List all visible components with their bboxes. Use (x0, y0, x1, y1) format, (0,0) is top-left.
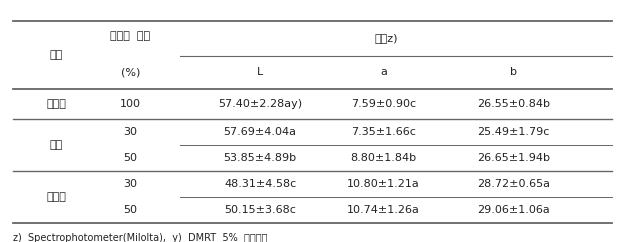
Text: 쌍가루  함량: 쌍가루 함량 (110, 31, 150, 41)
Text: 10.74±1.26a: 10.74±1.26a (347, 205, 420, 215)
Text: 28.72±0.65a: 28.72±0.65a (477, 179, 550, 189)
Text: 48.31±4.58c: 48.31±4.58c (224, 179, 297, 189)
Text: 50: 50 (123, 205, 137, 215)
Text: 30: 30 (123, 127, 137, 137)
Text: a: a (380, 67, 387, 77)
Text: 50: 50 (123, 153, 137, 163)
Text: 30: 30 (123, 179, 137, 189)
Text: 세일미: 세일미 (46, 192, 66, 202)
Text: 색도z): 색도z) (375, 33, 399, 44)
Text: 밀가루: 밀가루 (46, 99, 66, 109)
Text: L: L (257, 67, 263, 77)
Text: 29.06±1.06a: 29.06±1.06a (477, 205, 550, 215)
Text: 7.59±0.90c: 7.59±0.90c (351, 99, 416, 109)
Text: 26.65±1.94b: 26.65±1.94b (477, 153, 550, 163)
Text: b: b (510, 67, 517, 77)
Text: z)  Spectrophotometer(Milolta),  y)  DMRT  5%  유의수준: z) Spectrophotometer(Milolta), y) DMRT 5… (13, 234, 267, 242)
Text: 26.55±0.84b: 26.55±0.84b (477, 99, 550, 109)
Text: 100: 100 (120, 99, 141, 109)
Text: 10.80±1.21a: 10.80±1.21a (347, 179, 420, 189)
Text: 57.40±2.28ay): 57.40±2.28ay) (218, 99, 302, 109)
Text: 57.69±4.04a: 57.69±4.04a (223, 127, 297, 137)
Text: 품종: 품종 (50, 50, 63, 60)
Text: 8.80±1.84b: 8.80±1.84b (350, 153, 417, 163)
Text: (%): (%) (121, 67, 140, 77)
Text: 53.85±4.89b: 53.85±4.89b (223, 153, 297, 163)
Text: 50.15±3.68c: 50.15±3.68c (224, 205, 296, 215)
Text: 신길: 신길 (50, 140, 63, 150)
Text: 25.49±1.79c: 25.49±1.79c (477, 127, 550, 137)
Text: 7.35±1.66c: 7.35±1.66c (351, 127, 416, 137)
